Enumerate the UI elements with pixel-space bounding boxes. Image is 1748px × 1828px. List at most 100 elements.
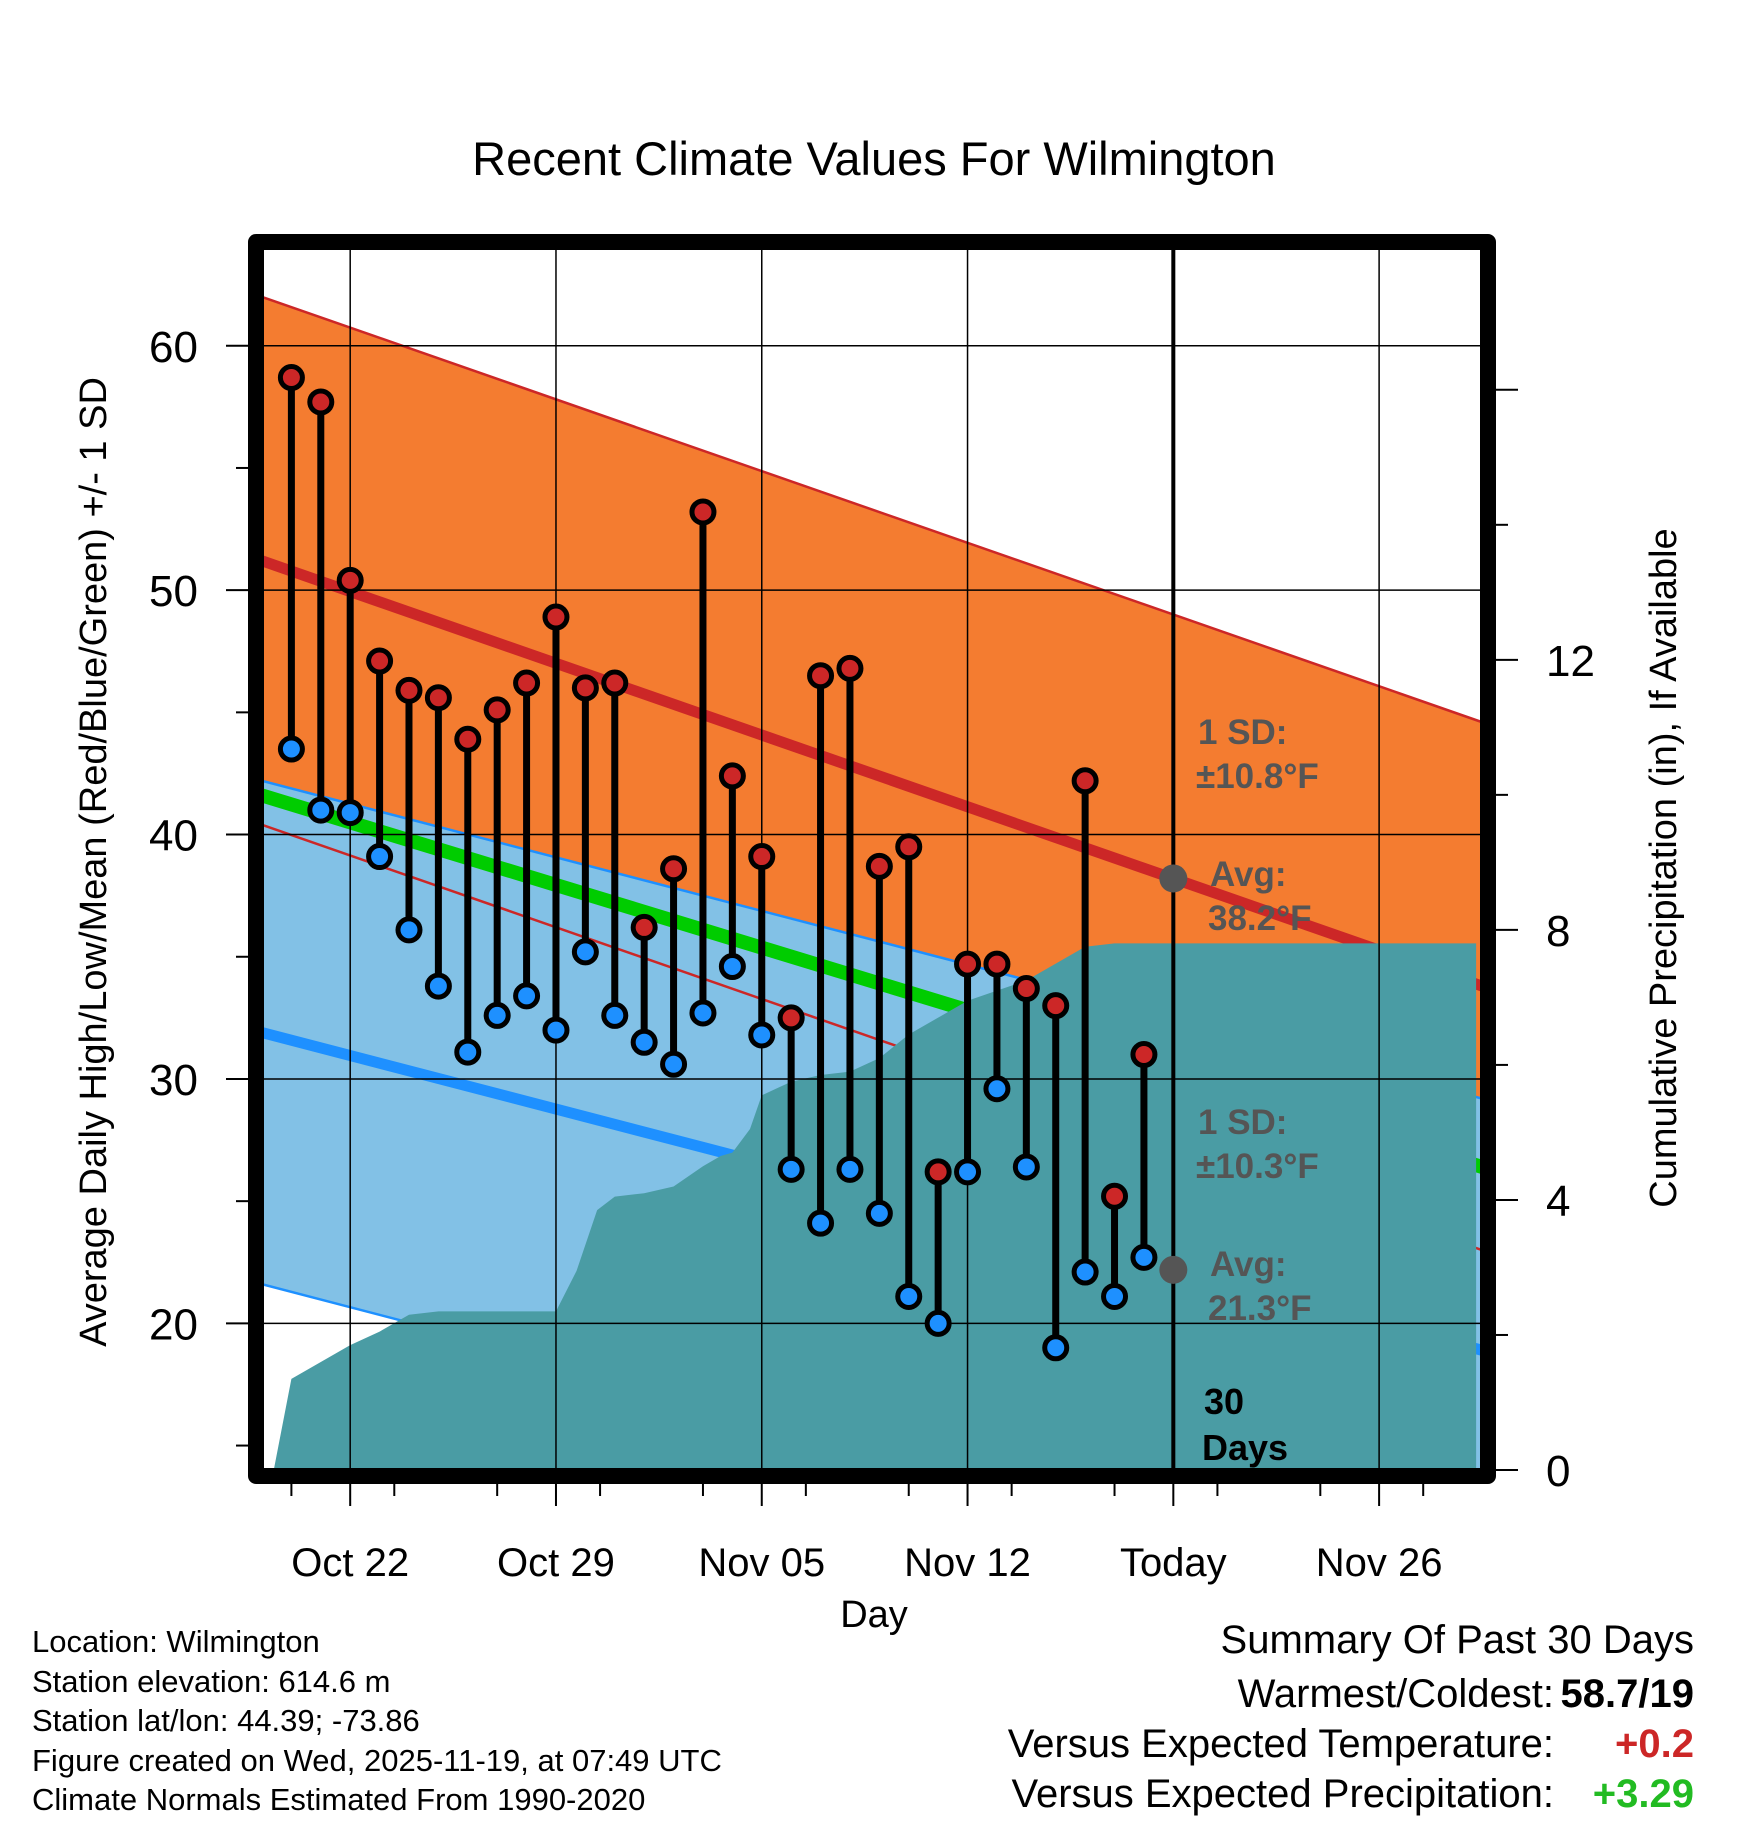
days-label: Days	[1202, 1427, 1288, 1468]
high-dot	[601, 669, 629, 697]
day-observation	[542, 603, 570, 1044]
low-dot	[865, 1199, 893, 1227]
high-dot	[1042, 992, 1070, 1020]
day-observation	[483, 696, 511, 1029]
low-dot	[777, 1155, 805, 1183]
high-dot	[954, 950, 982, 978]
day-observation	[513, 669, 541, 1010]
day-observation	[718, 762, 746, 981]
low-sd-value: ±10.3°F	[1196, 1147, 1319, 1186]
low-dot	[718, 953, 746, 981]
low-dot	[395, 916, 423, 944]
low-dot	[895, 1282, 923, 1310]
daily-observations	[277, 364, 1158, 1362]
y-right-tick-label: 0	[1546, 1447, 1570, 1496]
y-right-tick-label: 4	[1546, 1177, 1570, 1226]
y-left-tick-label: 20	[149, 1300, 198, 1349]
x-tick-label: Today	[1120, 1541, 1227, 1585]
high-dot	[777, 1004, 805, 1032]
warmest-label: Warmest/Coldest:	[1237, 1672, 1554, 1716]
summary-title-text: Summary Of Past 30 Days	[1220, 1618, 1694, 1662]
high-dot	[513, 669, 541, 697]
high-sd-value: ±10.8°F	[1196, 757, 1319, 796]
info-elevation: Station elevation: 614.6 m	[32, 1664, 391, 1699]
plot-frame	[248, 234, 1496, 1484]
y-axis-right-label: Cumulative Precipitation (in), If Availa…	[1643, 528, 1685, 1207]
day-observation	[983, 950, 1011, 1103]
high-dot	[689, 498, 717, 526]
low-dot	[836, 1155, 864, 1183]
low-avg-label: Avg:	[1210, 1245, 1286, 1284]
annotations: 1 SD: ±10.8°F Avg: 38.2°F 1 SD: ±10.3°F Avg: 21…	[1159, 713, 1319, 1468]
x-axis-label: Day	[840, 1594, 908, 1636]
high-dot	[807, 662, 835, 690]
temp-label: Versus Expected Temperature:	[1007, 1722, 1554, 1766]
y-right-tick-label: 8	[1546, 907, 1570, 956]
day-observation	[807, 662, 835, 1237]
high-dot	[865, 852, 893, 880]
high-dot	[924, 1158, 952, 1186]
info-location: Location: Wilmington	[32, 1624, 320, 1659]
high-dot	[542, 603, 570, 631]
low-dot	[1130, 1243, 1158, 1271]
high-dot	[1012, 975, 1040, 1003]
precip-label: Versus Expected Precipitation:	[1011, 1772, 1554, 1816]
low-dot	[542, 1016, 570, 1044]
high-dot	[895, 833, 923, 861]
day-observation	[1071, 767, 1099, 1286]
precip-value: +3.29	[1592, 1772, 1694, 1816]
day-observation	[277, 364, 305, 763]
today-low-avg-marker	[1159, 1255, 1188, 1284]
low-avg-value: 21.3°F	[1208, 1289, 1312, 1328]
low-dot	[1101, 1282, 1129, 1310]
low-sd-label: 1 SD:	[1198, 1103, 1287, 1142]
y-right-tick-label: 12	[1546, 637, 1595, 686]
day-observation	[424, 684, 452, 1000]
low-dot	[336, 799, 364, 827]
low-dot	[307, 796, 335, 824]
day-observation	[924, 1158, 952, 1337]
chart-title: Recent Climate Values For Wilmington	[472, 132, 1276, 185]
day-observation	[395, 676, 423, 944]
high-dot	[307, 388, 335, 416]
plot-area	[262, 248, 1482, 1470]
summary-temp-row: Versus Expected Temperature: +0.2	[1008, 1722, 1694, 1767]
high-dot	[1071, 767, 1099, 795]
temp-value: +0.2	[1615, 1722, 1694, 1766]
day-observation	[307, 388, 335, 824]
high-dot	[630, 913, 658, 941]
info-created: Figure created on Wed, 2025-11-19, at 07…	[32, 1743, 722, 1778]
low-dot	[366, 843, 394, 871]
high-sd-label: 1 SD:	[1198, 713, 1287, 752]
high-sd-upper-edge	[262, 295, 1482, 724]
day-observation	[1012, 975, 1040, 1181]
y-left-tick-label: 40	[149, 812, 198, 861]
today-high-avg-marker	[1159, 864, 1188, 893]
low-dot	[1012, 1153, 1040, 1181]
info-normals: Climate Normals Estimated From 1990-2020	[32, 1782, 646, 1817]
low-dot	[807, 1209, 835, 1237]
y-axis-left-label: Average Daily High/Low/Mean (Red/Blue/Gr…	[73, 377, 115, 1347]
low-dot	[924, 1309, 952, 1337]
day-observation	[1130, 1041, 1158, 1271]
x-tick-label: Nov 26	[1316, 1541, 1443, 1585]
x-tick-label: Nov 12	[904, 1541, 1031, 1585]
day-observation	[601, 669, 629, 1029]
high-dot	[983, 950, 1011, 978]
low-dot	[571, 938, 599, 966]
high-dot	[454, 725, 482, 753]
high-avg-value: 38.2°F	[1208, 899, 1312, 938]
low-dot	[954, 1158, 982, 1186]
low-dot	[277, 735, 305, 763]
low-dot	[454, 1038, 482, 1066]
high-dot	[336, 566, 364, 594]
y-left-tick-label: 50	[149, 567, 198, 616]
day-observation	[366, 647, 394, 871]
low-dot	[689, 999, 717, 1027]
day-observation	[1101, 1182, 1129, 1310]
high-dot	[571, 674, 599, 702]
day-observation	[954, 950, 982, 1186]
axes: 20 30 40 50 60 0 4 8 12 Oct 22 Oct 29 Nov 05 Nov 12 T…	[149, 234, 1595, 1585]
high-avg-label: Avg:	[1210, 855, 1286, 894]
day-observation	[689, 498, 717, 1027]
